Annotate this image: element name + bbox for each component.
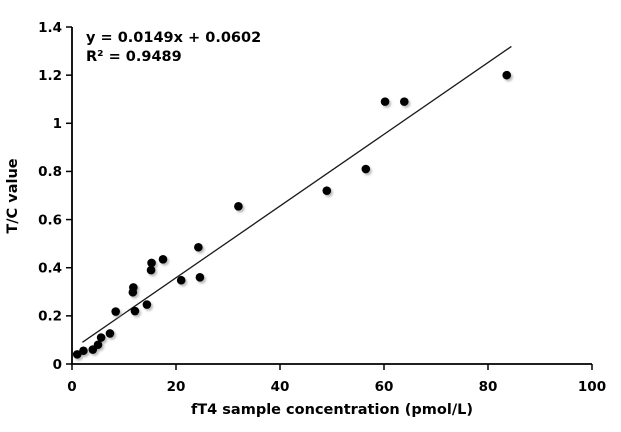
data-point bbox=[361, 164, 371, 174]
data-point bbox=[130, 306, 140, 316]
data-point bbox=[322, 186, 332, 195]
data-point bbox=[146, 265, 156, 275]
data-point bbox=[79, 346, 88, 356]
data-point bbox=[399, 97, 409, 106]
x-tick-label: 60 bbox=[375, 379, 394, 395]
data-point bbox=[380, 97, 390, 106]
data-point bbox=[234, 202, 243, 211]
data-point bbox=[72, 350, 82, 359]
y-tick-label: 1.4 bbox=[38, 20, 62, 36]
data-point-shadows bbox=[74, 72, 513, 361]
y-tick-label: 1 bbox=[53, 116, 62, 132]
x-axis-title: fT4 sample concentration (pmol/L) bbox=[191, 402, 473, 418]
trendline-equation: y = 0.0149x + 0.0602 bbox=[86, 30, 261, 46]
data-point bbox=[195, 273, 205, 282]
data-point bbox=[194, 242, 203, 252]
data-points bbox=[72, 70, 512, 359]
y-tick-label: 0.2 bbox=[38, 309, 62, 325]
data-point bbox=[147, 258, 156, 268]
data-point bbox=[96, 333, 106, 342]
y-tick-label: 0 bbox=[53, 357, 62, 373]
x-tick-label: 80 bbox=[479, 379, 498, 395]
data-point bbox=[142, 300, 152, 309]
y-tick-label: 0.6 bbox=[38, 212, 62, 228]
y-tick-label: 0.4 bbox=[38, 261, 62, 277]
r-squared-label: R² = 0.9489 bbox=[86, 49, 182, 65]
x-tick-label: 20 bbox=[167, 379, 186, 395]
y-tick-label: 1.2 bbox=[38, 68, 62, 84]
x-tick-label: 0 bbox=[67, 379, 76, 395]
data-point bbox=[129, 283, 138, 292]
axis-spine bbox=[71, 27, 592, 365]
x-tick-label: 40 bbox=[271, 379, 290, 395]
data-point bbox=[105, 329, 115, 338]
data-point bbox=[111, 307, 120, 316]
y-tick-label: 0.8 bbox=[38, 164, 62, 180]
x-tick-label: 100 bbox=[578, 379, 606, 395]
data-point bbox=[176, 275, 186, 285]
data-point bbox=[93, 340, 103, 350]
data-point bbox=[158, 254, 168, 264]
axes: 0 20 40 60 80 100 0 0.2 0.4 0.6 0.8 1 1.2 1.4 bbox=[38, 20, 606, 395]
data-point bbox=[502, 70, 512, 80]
trendline bbox=[82, 45, 512, 343]
y-axis-title: T/C value bbox=[5, 158, 21, 233]
